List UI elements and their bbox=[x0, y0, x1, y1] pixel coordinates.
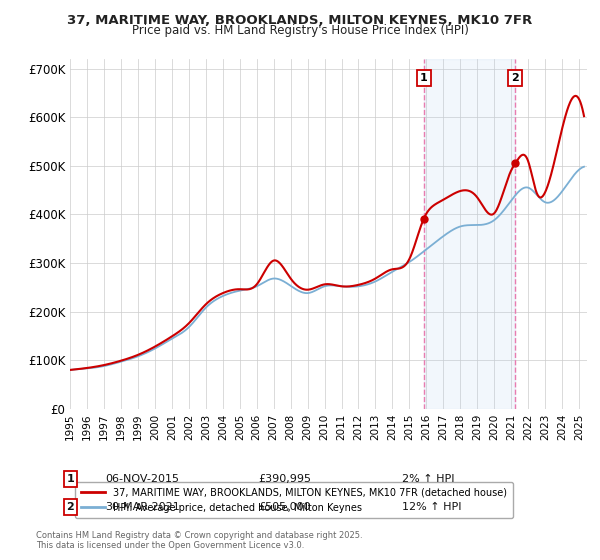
Text: 2: 2 bbox=[67, 502, 74, 512]
Text: 30-MAR-2021: 30-MAR-2021 bbox=[105, 502, 180, 512]
Bar bbox=[424, 59, 515, 409]
Text: Price paid vs. HM Land Registry's House Price Index (HPI): Price paid vs. HM Land Registry's House … bbox=[131, 24, 469, 37]
Text: 1: 1 bbox=[67, 474, 74, 484]
Text: 12% ↑ HPI: 12% ↑ HPI bbox=[402, 502, 461, 512]
Text: 37, MARITIME WAY, BROOKLANDS, MILTON KEYNES, MK10 7FR: 37, MARITIME WAY, BROOKLANDS, MILTON KEY… bbox=[67, 14, 533, 27]
Text: 06-NOV-2015: 06-NOV-2015 bbox=[105, 474, 179, 484]
Text: 2% ↑ HPI: 2% ↑ HPI bbox=[402, 474, 455, 484]
Text: Contains HM Land Registry data © Crown copyright and database right 2025.
This d: Contains HM Land Registry data © Crown c… bbox=[36, 531, 362, 550]
Legend: 37, MARITIME WAY, BROOKLANDS, MILTON KEYNES, MK10 7FR (detached house), HPI: Ave: 37, MARITIME WAY, BROOKLANDS, MILTON KEY… bbox=[75, 482, 513, 519]
Text: 1: 1 bbox=[420, 73, 428, 83]
Text: £505,000: £505,000 bbox=[258, 502, 311, 512]
Text: £390,995: £390,995 bbox=[258, 474, 311, 484]
Text: 2: 2 bbox=[511, 73, 519, 83]
